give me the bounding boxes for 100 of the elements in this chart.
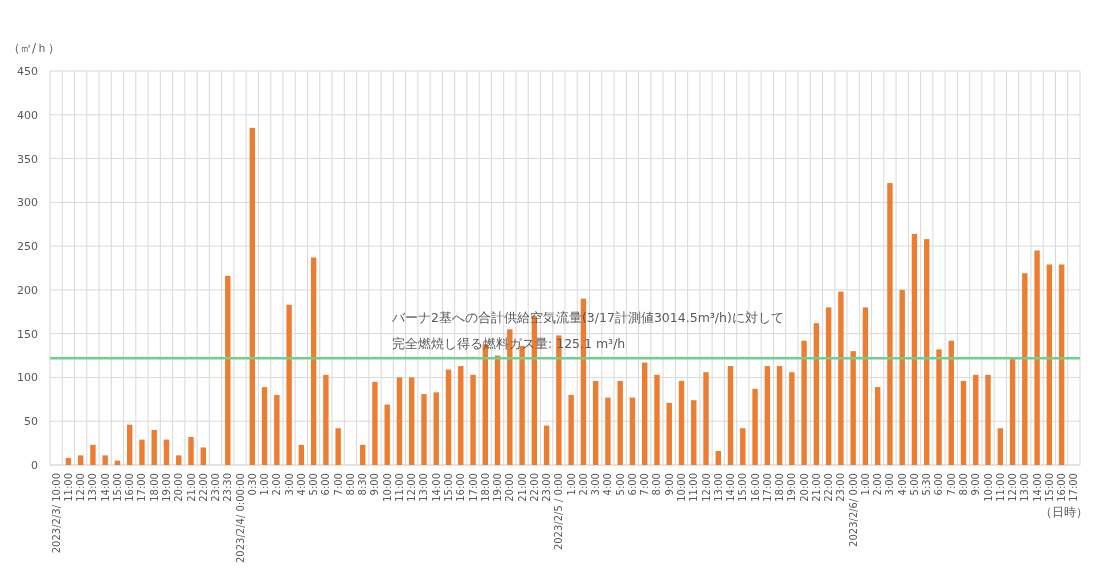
bar xyxy=(359,444,366,465)
bar xyxy=(752,388,758,465)
bar xyxy=(249,127,256,465)
x-tick-label: 8:00 xyxy=(651,473,663,496)
bar xyxy=(874,387,881,465)
x-tick-label: 6:00 xyxy=(626,473,638,496)
y-tick-label: 350 xyxy=(17,152,38,166)
x-tick-label: 14:00 xyxy=(725,473,737,502)
x-tick-label: 10:00 xyxy=(381,473,393,502)
x-tick-label: 22:00 xyxy=(528,473,540,502)
bar xyxy=(592,380,599,465)
bar xyxy=(605,397,611,465)
bar xyxy=(960,380,967,465)
bar xyxy=(789,372,795,465)
bar xyxy=(1058,264,1065,465)
bar xyxy=(678,380,685,465)
x-tick-label: 11:00 xyxy=(393,473,405,502)
x-tick-label: 13:00 xyxy=(87,473,99,502)
bar xyxy=(384,404,390,465)
x-tick-label: 15:00 xyxy=(737,473,749,502)
x-axis-title: （日時） xyxy=(1040,505,1088,519)
x-tick-label: 13:00 xyxy=(418,473,430,502)
x-tick-label: 11:00 xyxy=(688,473,700,502)
bar xyxy=(1022,273,1028,465)
x-tick-label: 12:00 xyxy=(1007,473,1019,502)
y-tick-label: 300 xyxy=(17,196,38,210)
y-tick-label: 450 xyxy=(17,65,38,78)
x-tick-label: 2:00 xyxy=(577,473,589,496)
x-tick-label: 3:00 xyxy=(590,473,602,496)
bar xyxy=(850,351,856,465)
bar xyxy=(396,377,403,465)
bar xyxy=(629,397,636,465)
x-tick-label: 2023/2/6/ 0:00 xyxy=(847,473,859,547)
x-tick-label: 18:00 xyxy=(774,473,786,502)
x-tick-label: 20:00 xyxy=(173,473,185,502)
bar xyxy=(703,372,709,465)
bar xyxy=(286,304,292,465)
x-tick-label: 18:00 xyxy=(479,473,491,502)
bar xyxy=(127,424,133,465)
x-tick-label: 22:00 xyxy=(823,473,835,502)
bar xyxy=(323,374,329,465)
x-tick-label: 8:00 xyxy=(344,473,356,496)
x-tick-label: 4:00 xyxy=(896,473,908,496)
y-tick-label: 100 xyxy=(17,371,38,385)
x-tick-label: 23:00 xyxy=(541,473,553,502)
x-tick-label: 7:00 xyxy=(945,473,957,496)
bar xyxy=(862,307,869,465)
x-tick-label: 13:00 xyxy=(712,473,724,502)
bar xyxy=(727,366,734,465)
bar xyxy=(433,392,439,465)
x-tick-label: 14:00 xyxy=(1031,473,1043,502)
x-tick-label: 16:00 xyxy=(1056,473,1068,502)
x-tick-label: 19:00 xyxy=(492,473,504,502)
bar xyxy=(409,377,415,465)
bar xyxy=(776,366,783,465)
bar xyxy=(543,425,550,465)
x-tick-label: 12:00 xyxy=(75,473,87,502)
bar xyxy=(139,439,145,465)
bar xyxy=(948,340,954,465)
bar xyxy=(642,362,648,465)
x-tick-label: 6:00 xyxy=(320,473,332,496)
x-tick-label: 3:00 xyxy=(884,473,896,496)
bar xyxy=(90,444,96,465)
bar xyxy=(445,369,452,465)
x-tick-label: 1:00 xyxy=(859,473,871,496)
bar xyxy=(825,307,832,465)
x-tick-label: 10:00 xyxy=(675,473,687,502)
bar xyxy=(1034,250,1040,465)
x-tick-label: 17:00 xyxy=(761,473,773,502)
y-tick-label: 400 xyxy=(17,108,38,122)
bar xyxy=(740,428,746,465)
y-axis-title: （㎥/ｈ） xyxy=(8,41,61,55)
bar xyxy=(298,444,305,465)
x-tick-label: 5:00 xyxy=(614,473,626,496)
x-tick-label: 0:30 xyxy=(246,473,258,496)
x-tick-label: 9:00 xyxy=(369,473,381,496)
x-tick-label: 2:00 xyxy=(872,473,884,496)
x-tick-label: 7:00 xyxy=(639,473,651,496)
x-tick-label: 11:00 xyxy=(994,473,1006,502)
x-tick-label: 9:00 xyxy=(663,473,675,496)
x-tick-label: 21:00 xyxy=(185,473,197,502)
bar xyxy=(997,428,1003,465)
x-tick-label: 16:00 xyxy=(455,473,467,502)
x-tick-label: 14:00 xyxy=(99,473,111,502)
x-tick-label: 16:00 xyxy=(124,473,136,502)
x-tick-label: 20:00 xyxy=(798,473,810,502)
bar xyxy=(838,291,844,465)
bar xyxy=(335,428,341,465)
x-tick-label: 23:00 xyxy=(835,473,847,502)
x-tick-label: 9:00 xyxy=(970,473,982,496)
bar xyxy=(887,183,893,465)
x-tick-label: 22:00 xyxy=(197,473,209,502)
bar xyxy=(666,402,672,465)
x-tick-label: 7:00 xyxy=(332,473,344,496)
y-tick-label: 200 xyxy=(17,283,38,297)
x-tick-label: 15:00 xyxy=(111,473,123,502)
x-tick-label: 19:00 xyxy=(786,473,798,502)
bar xyxy=(1009,358,1016,465)
x-tick-label: 5:30 xyxy=(921,473,933,496)
x-tick-label: 2:00 xyxy=(271,473,283,496)
